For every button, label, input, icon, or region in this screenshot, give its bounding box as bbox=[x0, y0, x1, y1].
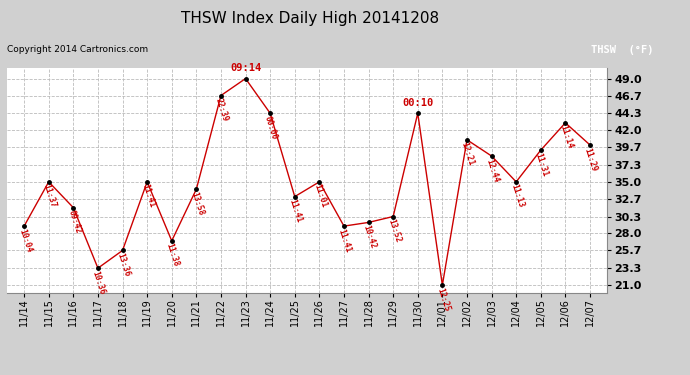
Text: 12:25: 12:25 bbox=[435, 286, 451, 312]
Text: Copyright 2014 Cartronics.com: Copyright 2014 Cartronics.com bbox=[7, 45, 148, 54]
Text: THSW  (°F): THSW (°F) bbox=[591, 45, 654, 55]
Text: 00:10: 00:10 bbox=[402, 98, 433, 108]
Text: 11:29: 11:29 bbox=[583, 146, 599, 172]
Text: 10:04: 10:04 bbox=[17, 228, 33, 254]
Text: 11:41: 11:41 bbox=[140, 183, 156, 209]
Text: 11:41: 11:41 bbox=[337, 228, 353, 254]
Text: 11:37: 11:37 bbox=[41, 183, 58, 209]
Text: 12:21: 12:21 bbox=[460, 141, 476, 167]
Text: 11:38: 11:38 bbox=[165, 242, 181, 268]
Text: 11:41: 11:41 bbox=[288, 198, 304, 224]
Text: 11:13: 11:13 bbox=[509, 183, 525, 209]
Text: 22:39: 22:39 bbox=[214, 97, 230, 123]
Text: 13:52: 13:52 bbox=[386, 218, 402, 244]
Text: 09:42: 09:42 bbox=[66, 209, 82, 235]
Text: THSW Index Daily High 20141208: THSW Index Daily High 20141208 bbox=[181, 11, 440, 26]
Text: 09:14: 09:14 bbox=[230, 63, 262, 73]
Text: 12:44: 12:44 bbox=[484, 158, 500, 183]
Text: 10:36: 10:36 bbox=[91, 270, 107, 296]
Text: 10:42: 10:42 bbox=[362, 224, 377, 250]
Text: 11:14: 11:14 bbox=[558, 124, 574, 150]
Text: 11:01: 11:01 bbox=[312, 183, 328, 209]
Text: 00:00: 00:00 bbox=[263, 115, 279, 141]
Text: 11:31: 11:31 bbox=[533, 152, 550, 177]
Text: 13:58: 13:58 bbox=[189, 190, 205, 217]
Text: 13:36: 13:36 bbox=[115, 252, 132, 278]
